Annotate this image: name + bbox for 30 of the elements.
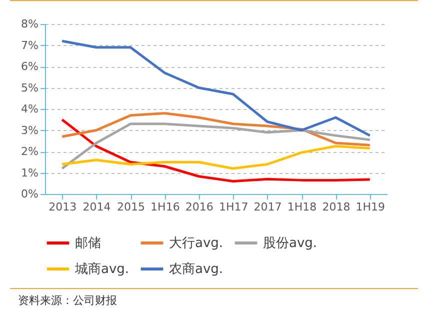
legend-label: 股份avg. [263, 236, 318, 251]
x-tick-label: 2014 [82, 200, 111, 214]
y-tick-label: 1% [21, 166, 38, 180]
y-tick-label: 3% [21, 124, 38, 137]
legend-label: 大行avg. [169, 236, 224, 251]
x-tick-label: 1H19 [356, 200, 386, 214]
y-tick-label: 4% [21, 102, 38, 116]
y-tick-label: 8% [21, 18, 38, 30]
x-tick-label: 1H16 [150, 200, 180, 214]
x-tick-label: 2015 [117, 200, 145, 214]
legend-label: 邮储 [75, 236, 101, 251]
y-tick-label: 7% [21, 38, 38, 52]
y-tick-label: 2% [21, 145, 38, 158]
line-series [60, 144, 372, 170]
x-tick-label: 1H18 [287, 200, 317, 214]
text: 资料来源：公司财报 [18, 293, 117, 308]
y-tick-label: 5% [21, 81, 38, 94]
x-tick-label: 2013 [48, 200, 77, 214]
line-series [60, 112, 372, 146]
legend-label: 城商avg. [74, 262, 130, 277]
line-series [60, 118, 372, 182]
x-tick-label: 2017 [254, 200, 282, 214]
line-series [60, 40, 372, 137]
legend-label: 农商avg. [169, 262, 224, 277]
line-series [60, 122, 372, 170]
x-tick-label: 1H17 [218, 200, 248, 214]
y-tick-label: 6% [21, 60, 38, 73]
y-tick-label: 0% [21, 188, 38, 200]
x-tick-label: 2016 [185, 200, 214, 214]
x-tick-label: 2018 [322, 200, 350, 214]
